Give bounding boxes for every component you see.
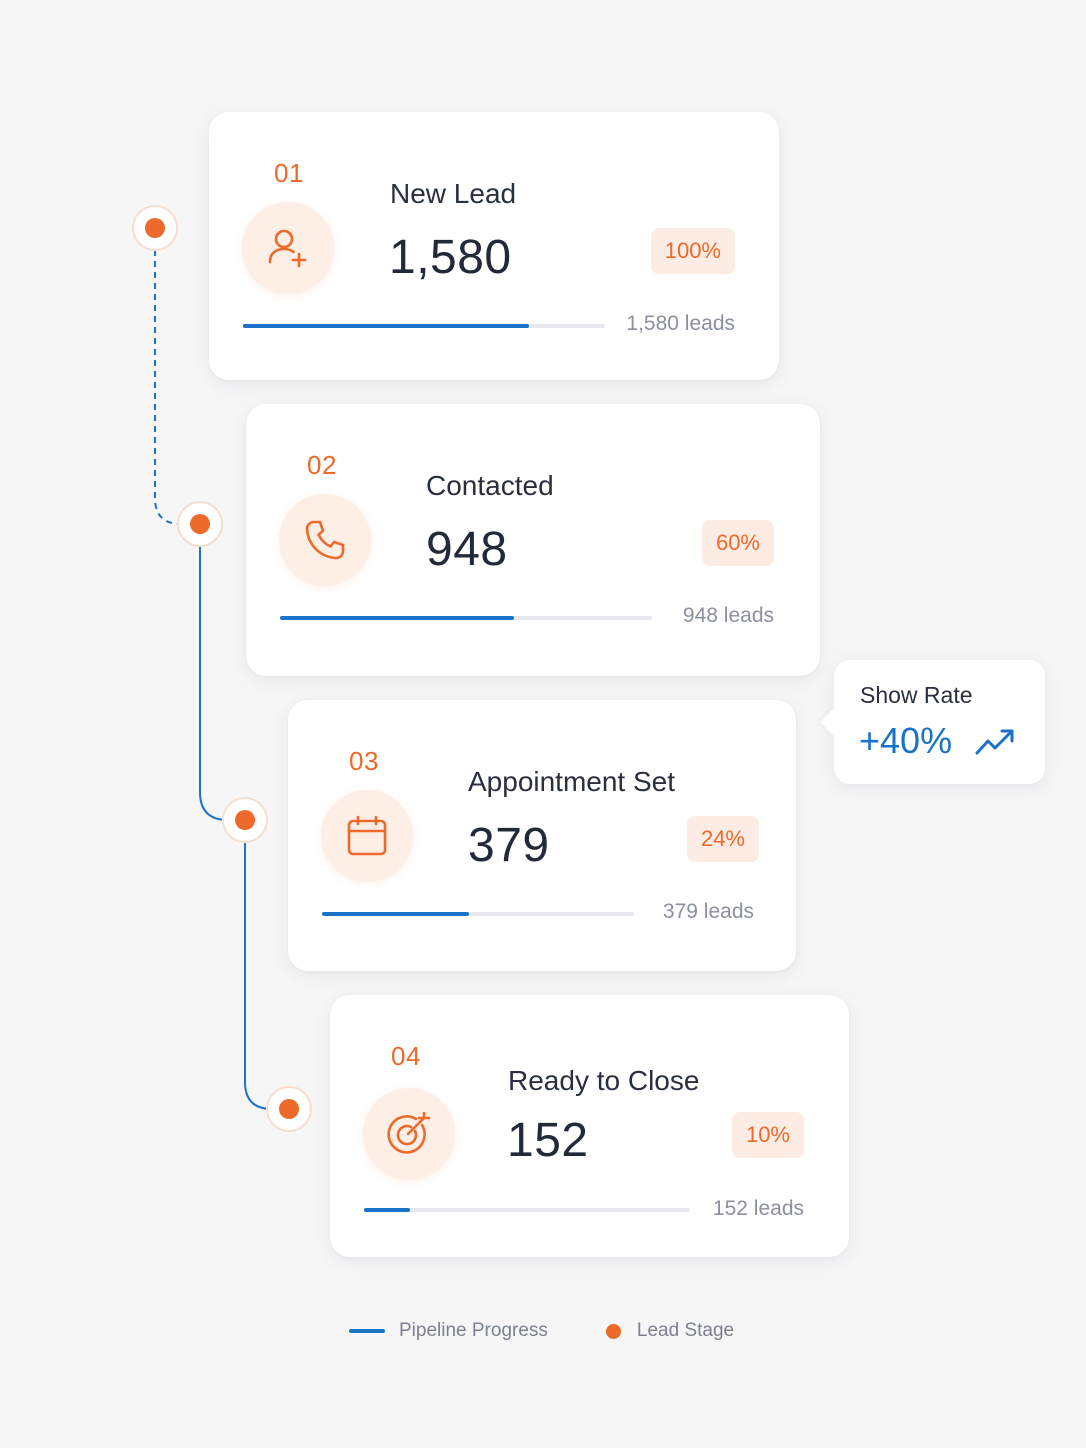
stage-count: 948 (426, 523, 508, 576)
show-rate-value: +40% (859, 720, 953, 761)
leads-count: 379 leads (662, 900, 754, 923)
stage-card-ready-to-close[interactable]: 04 Ready to Close 152 10% 152 leads (330, 995, 849, 1257)
legend-item-pipeline-progress: Pipeline Progress (349, 1320, 548, 1342)
legend-item-lead-stage: Lead Stage (605, 1320, 735, 1342)
connector-line-3 (244, 820, 273, 1110)
stage-card-appointment-set[interactable]: 03 Appointment Set 379 24% 379 leads (288, 700, 796, 971)
user-plus-icon (242, 202, 334, 294)
show-rate-label: Show Rate (860, 682, 973, 708)
stage-card-new-lead[interactable]: 01 New Lead 1,580 100% 1,580 leads (209, 112, 779, 380)
stage-node-2 (177, 501, 223, 547)
stage-number: 02 (307, 450, 337, 480)
stage-node-1 (132, 205, 178, 251)
legend: Pipeline Progress Lead Stage (349, 1316, 734, 1346)
progress-bar (322, 912, 634, 916)
stage-card-contacted[interactable]: 02 Contacted 948 60% 948 leads (246, 404, 820, 676)
leads-count: 1,580 leads (626, 312, 735, 335)
callout-pointer (819, 707, 849, 737)
legend-line-swatch (349, 1329, 385, 1333)
percent-badge: 10% (731, 1112, 804, 1158)
legend-dot-swatch (605, 1323, 621, 1339)
trending-up-icon (975, 729, 1014, 755)
stage-node-4 (266, 1086, 312, 1132)
show-rate-callout: Show Rate +40% (819, 660, 1045, 784)
legend-label: Lead Stage (636, 1320, 735, 1341)
percent-badge: 100% (650, 228, 735, 274)
stage-title: Appointment Set (468, 766, 676, 797)
phone-icon (279, 494, 371, 586)
stage-count: 379 (468, 819, 550, 872)
stage-title: Contacted (426, 470, 554, 501)
stage-node-3 (222, 797, 268, 843)
progress-bar (243, 324, 605, 328)
stage-number: 04 (391, 1041, 421, 1071)
leads-count: 948 leads (682, 604, 774, 627)
calendar-icon (321, 790, 413, 882)
target-icon (363, 1088, 455, 1180)
stage-count: 1,580 (389, 231, 512, 284)
progress-fill (280, 616, 515, 620)
legend-label: Pipeline Progress (399, 1320, 548, 1341)
stage-count: 152 (507, 1114, 589, 1167)
progress-fill (243, 324, 529, 328)
stage-title: New Lead (390, 178, 517, 209)
stage-title: Ready to Close (508, 1065, 700, 1096)
percent-badge: 60% (701, 520, 774, 566)
stage-number: 01 (274, 158, 304, 188)
progress-fill (322, 912, 469, 916)
progress-fill (364, 1208, 410, 1212)
progress-bar (364, 1208, 690, 1212)
percent-badge: 24% (686, 816, 759, 862)
connector-line-dashed (154, 228, 182, 525)
leads-count: 152 leads (712, 1197, 804, 1220)
connector-line-2 (199, 524, 229, 821)
stage-number: 03 (349, 746, 379, 776)
progress-bar (280, 616, 652, 620)
